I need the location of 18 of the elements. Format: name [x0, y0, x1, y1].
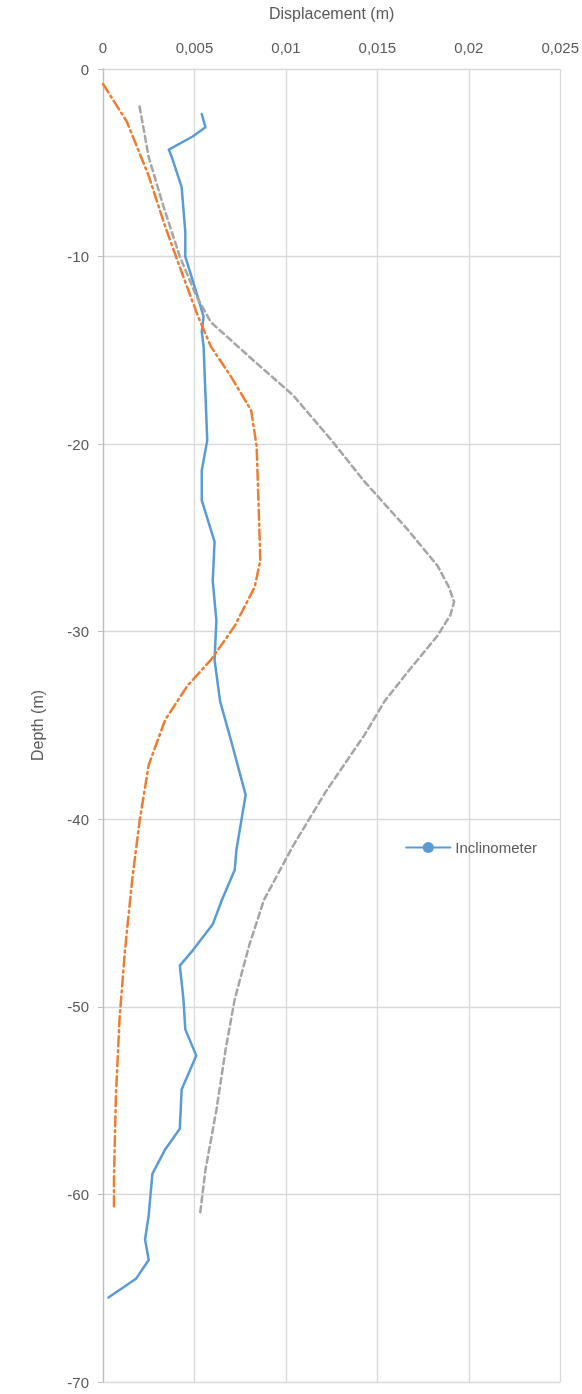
y-tick-label: 0	[80, 60, 89, 78]
x-tick-label: 0	[98, 39, 108, 56]
legend-label: Inclinometer	[455, 839, 537, 856]
y-tick-label: -10	[67, 248, 89, 266]
x-axis-title: Displacement (m)	[268, 4, 395, 22]
y-tick-label: -20	[67, 435, 89, 453]
y-tick-label: -60	[67, 1185, 89, 1203]
x-tick-label: 0,01	[271, 39, 301, 56]
x-tick-label: 0,015	[358, 39, 397, 56]
x-tick-label: 0,02	[454, 39, 484, 56]
y-tick-label: -70	[67, 1373, 89, 1391]
x-tick-label: 0,025	[541, 39, 580, 56]
y-axis-title: Depth (m)	[28, 689, 46, 762]
line-series	[107, 112, 247, 1299]
y-tick-label: -40	[67, 810, 89, 828]
y-tick-label: -30	[67, 623, 89, 641]
y-tick-label: -50	[67, 998, 89, 1016]
x-tick-label: 0,005	[175, 39, 214, 56]
